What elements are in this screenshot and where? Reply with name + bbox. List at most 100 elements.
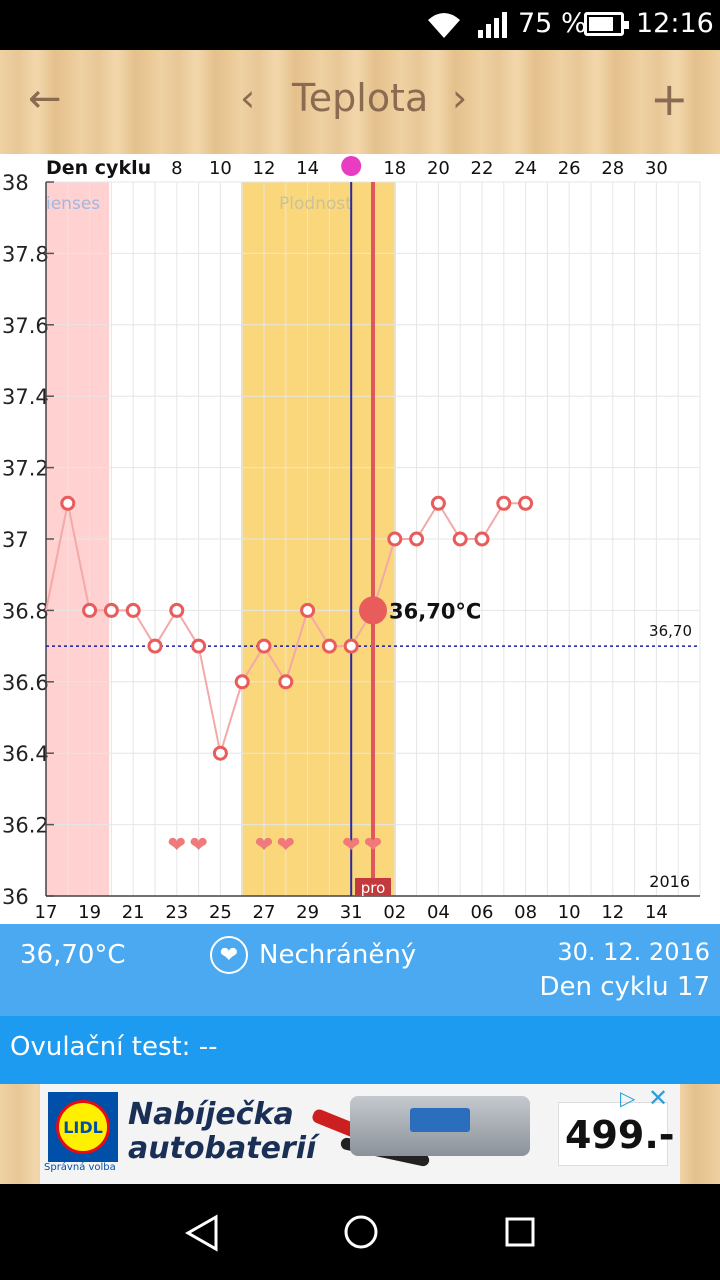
y-tick-label: 36.4	[2, 742, 49, 766]
page-title: Teplota	[292, 76, 429, 120]
bottom-tick-label: 27	[253, 902, 276, 923]
app-bar: ← ‹ Teplota › +	[0, 50, 720, 154]
temperature-point	[169, 602, 185, 618]
arrow-back-icon[interactable]: ←	[28, 76, 62, 122]
selected-temperature: 36,70°C	[20, 940, 126, 970]
pro-marker-bg	[355, 878, 391, 896]
cover-line-label: 36,70	[649, 622, 692, 640]
info-panel: 36,70°C ❤ Nechráněný 30. 12. 2016 Den cy…	[0, 924, 720, 1016]
y-tick-label: 36.6	[2, 671, 49, 695]
chevron-left-icon[interactable]: ‹	[240, 76, 256, 120]
temperature-point	[474, 531, 490, 547]
price-tag: 499.-	[558, 1102, 675, 1166]
temperature-point	[212, 745, 228, 761]
fertile-zone-label: Plodnost	[279, 194, 352, 214]
signal-icon	[478, 12, 507, 38]
y-tick-label: 37.4	[2, 385, 49, 409]
y-tick-label: 37.2	[2, 457, 49, 481]
bottom-tick-label: 02	[383, 902, 406, 923]
ad-banner[interactable]: LIDL Správná volba Nabíječka autobaterií…	[40, 1084, 680, 1184]
ad-headline-line2: autobaterií	[128, 1131, 317, 1166]
temperature-point	[256, 638, 272, 654]
year-label: 2016	[649, 872, 690, 891]
temperature-point	[409, 531, 425, 547]
ad-headline-line1: Nabíječka	[128, 1097, 294, 1132]
ad-headline: Nabíječka autobaterií	[128, 1098, 316, 1166]
heart-marker-icon: ❤	[342, 833, 360, 858]
top-tick-label: 10	[209, 158, 232, 179]
ad-slogan: Správná volba	[44, 1162, 116, 1173]
lidl-logo: LIDL	[48, 1092, 118, 1162]
top-tick-label: 12	[253, 158, 276, 179]
bottom-tick-label: 25	[209, 902, 232, 923]
charger-image	[350, 1096, 530, 1156]
temperature-point	[103, 602, 119, 618]
top-tick-label: 18	[383, 158, 406, 179]
temperature-point	[234, 674, 250, 690]
plus-icon[interactable]: +	[650, 72, 689, 126]
temperature-point	[343, 638, 359, 654]
ad-info-icon[interactable]: ▷	[620, 1086, 636, 1110]
top-tick-label: 20	[427, 158, 450, 179]
ovulation-test-label: Ovulační test: --	[10, 1032, 218, 1062]
chart-svg: 38 37.8 37.6 37.4 37.2 37 36.8 36.6 36.4 36.2 36 ie…	[2, 156, 701, 923]
top-tick-label: 28	[601, 158, 624, 179]
temperature-point	[452, 531, 468, 547]
temperature-point	[82, 602, 98, 618]
heart-marker-icon: ❤	[255, 833, 273, 858]
temperature-point	[278, 674, 294, 690]
bottom-tick-label: 23	[165, 902, 188, 923]
heart-marker-icon: ❤	[364, 833, 382, 858]
bottom-tick-label: 19	[78, 902, 101, 923]
temperature-point	[191, 638, 207, 654]
y-tick-label: 37	[2, 528, 29, 552]
nav-recent-icon[interactable]	[505, 1217, 535, 1247]
selected-date: 30. 12. 2016	[557, 938, 710, 966]
chevron-right-icon[interactable]: ›	[452, 76, 468, 120]
ad-close-icon[interactable]: ✕	[648, 1084, 669, 1112]
bottom-tick-label: 14	[645, 902, 668, 923]
bottom-tick-label: 06	[471, 902, 494, 923]
selected-temperature-point	[359, 596, 387, 625]
heart-icon[interactable]: ❤	[210, 936, 248, 974]
bottom-tick-label: 29	[296, 902, 319, 923]
heart-marker-icon: ❤	[189, 833, 207, 858]
top-tick-label: 8	[171, 158, 182, 179]
y-tick-label: 37.6	[2, 314, 49, 338]
nav-back-icon[interactable]	[184, 1214, 220, 1252]
y-tick-label: 38	[2, 171, 29, 195]
temperature-point	[60, 495, 76, 511]
bottom-tick-label: 17	[35, 902, 58, 923]
top-tick-label: 24	[514, 158, 537, 179]
temperature-point	[321, 638, 337, 654]
selected-temperature-label: 36,70°C	[389, 599, 481, 623]
ovulation-test-row[interactable]: Ovulační test: --	[0, 1016, 720, 1084]
clock: 12:16	[636, 8, 714, 39]
nav-home-icon[interactable]	[343, 1214, 379, 1250]
protection-status[interactable]: Nechráněný	[259, 940, 417, 970]
ad-banner-area: LIDL Správná volba Nabíječka autobaterií…	[0, 1084, 720, 1184]
top-axis-label: Den cyklu	[46, 157, 151, 179]
status-bar: 75 % 12:16	[0, 0, 720, 50]
top-tick-label: 22	[471, 158, 494, 179]
temperature-point	[430, 495, 446, 511]
temperature-chart[interactable]: 38 37.8 37.6 37.4 37.2 37 36.8 36.6 36.4 36.2 36 ie…	[0, 154, 720, 924]
bottom-tick-label: 08	[514, 902, 537, 923]
temperature-point	[300, 602, 316, 618]
temperature-point	[496, 495, 512, 511]
heart-marker-icon: ❤	[168, 833, 186, 858]
ad-price: 499.-	[565, 1113, 675, 1157]
bottom-tick-label: 21	[122, 902, 145, 923]
lidl-logo-text: LIDL	[63, 1117, 103, 1137]
menses-zone-label: ienses	[46, 194, 100, 214]
battery-percent: 75 %	[518, 8, 587, 39]
temperature-point	[125, 602, 141, 618]
wifi-icon	[428, 13, 460, 38]
bottom-tick-label: 10	[558, 902, 581, 923]
bottom-tick-label: 12	[601, 902, 624, 923]
temperature-point	[518, 495, 534, 511]
temperature-point	[147, 638, 163, 654]
y-tick-label: 36.8	[2, 599, 49, 623]
y-tick-label: 36.2	[2, 814, 49, 838]
